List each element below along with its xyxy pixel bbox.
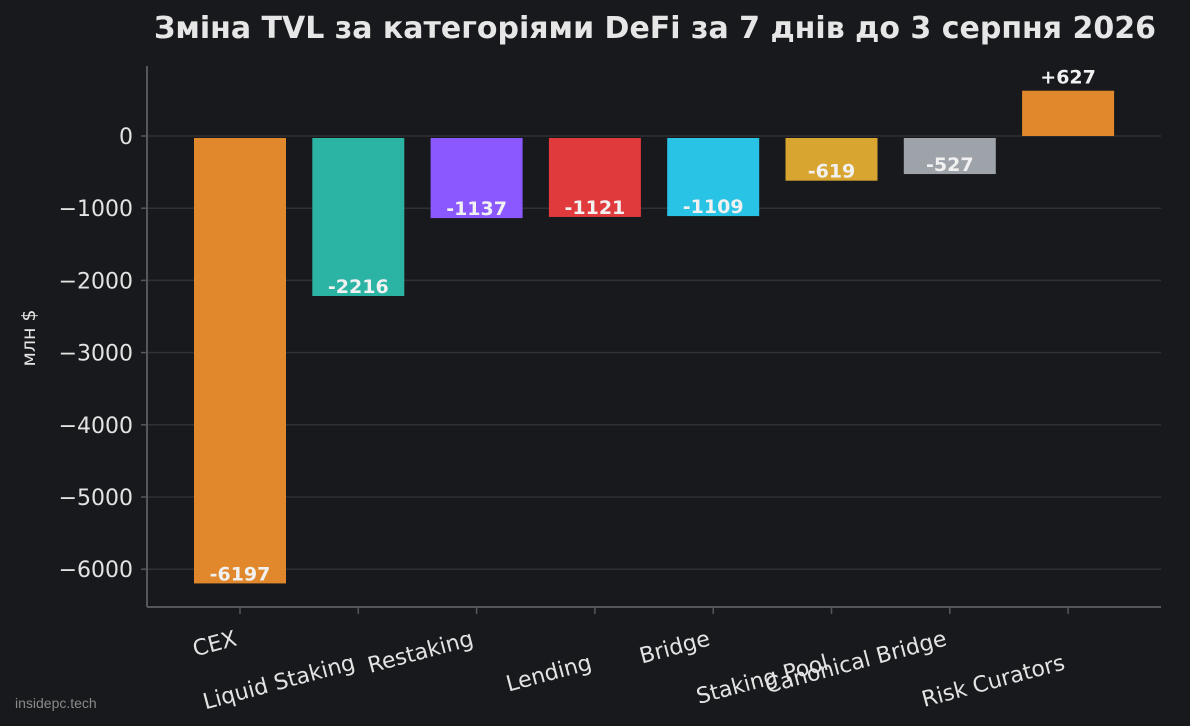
chart-title: Зміна TVL за категоріями DeFi за 7 днів …: [154, 11, 1156, 46]
label-layer: -6197 -2216 -1137 -1121 -1109 -619 -527 +627: [210, 67, 1096, 586]
bar-canonical-bridge: [903, 138, 996, 175]
y-tick-label: −4000: [59, 414, 133, 439]
bar-lending: [548, 138, 641, 217]
x-tick-label: Bridge: [637, 627, 713, 670]
y-axis-label: млн $: [18, 309, 40, 366]
watermark: insidepc.tech: [15, 695, 97, 711]
x-tick-label: Lending: [504, 651, 595, 698]
bar-staking-pool: [785, 138, 878, 181]
x-tick-label: Risk Curators: [919, 651, 1067, 713]
x-tick-label: Restaking: [365, 627, 476, 679]
y-tick-label: 0: [119, 125, 133, 150]
bar-layer: [194, 90, 1115, 584]
data-label: -527: [926, 154, 974, 176]
data-label: -619: [808, 161, 856, 183]
y-tick-label: −5000: [59, 486, 133, 511]
bar-risk-curators: [1022, 90, 1115, 136]
data-label: -1121: [565, 197, 626, 219]
y-tick-label: −2000: [59, 269, 133, 294]
y-tick-label: −6000: [59, 558, 133, 583]
bar-bridge: [667, 138, 760, 217]
data-label: -6197: [210, 563, 271, 585]
grid-layer: [147, 135, 1161, 570]
x-tick-label: Liquid Staking: [201, 651, 358, 716]
x-tick-label: CEX: [190, 627, 239, 663]
data-label: -2216: [328, 276, 389, 298]
y-tick-label: −1000: [59, 197, 133, 222]
bar-cex: [194, 138, 286, 584]
data-label: +627: [1040, 67, 1096, 89]
data-label: -1109: [683, 196, 744, 218]
bar-restaking: [430, 138, 523, 219]
y-tick-label: −3000: [59, 342, 133, 367]
data-label: -1137: [446, 198, 507, 220]
bar-liquid-staking: [312, 138, 405, 296]
